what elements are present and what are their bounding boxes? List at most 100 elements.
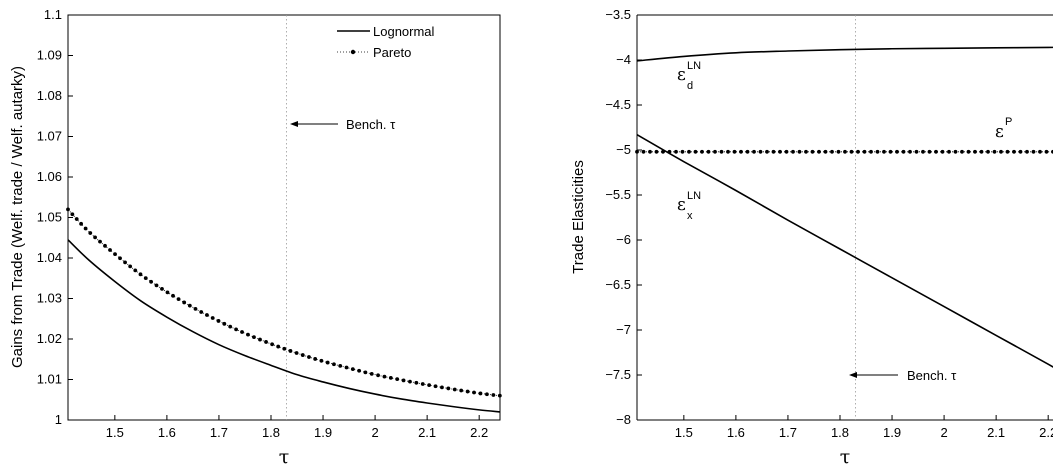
left-series-1-marker	[363, 370, 368, 375]
right-series-1-marker	[654, 149, 659, 154]
left-series-1-marker	[154, 283, 159, 288]
right-series-1-marker	[693, 149, 698, 154]
left-series-1-marker	[108, 248, 112, 252]
right-xtick-label: 2	[940, 425, 947, 440]
right-series-1-marker	[914, 149, 919, 154]
right-series-1-marker	[888, 149, 893, 154]
left-series-1-marker	[332, 362, 336, 367]
right-series-1-marker	[784, 149, 789, 154]
left-series-1-marker	[66, 207, 70, 212]
left-series-1-marker	[319, 358, 324, 363]
right-series-1-marker	[966, 149, 971, 154]
right-series-1-marker	[791, 149, 795, 154]
left-bench-label: Bench. τ	[346, 117, 396, 132]
left-series-1-marker	[369, 371, 374, 376]
left-chart: 1.5 1.6 1.7 1.8 1.9 2 2.1 2.2 1 1.01 1.02 1.03 1.04…	[9, 7, 502, 468]
legend-pareto-swatch	[337, 49, 370, 55]
right-series-1-marker	[641, 149, 646, 154]
right-xtick-label: 1.5	[675, 425, 693, 440]
right-ytick-label: −4	[616, 52, 631, 67]
right-bench-arrowhead	[849, 372, 857, 378]
right-ytick-label: −4.5	[605, 97, 631, 112]
left-series-1-marker	[440, 385, 444, 390]
right-y-axis-label: Trade Elasticities	[570, 160, 587, 274]
left-ytick-label: 1.1	[44, 7, 62, 22]
left-series-1-marker	[338, 363, 343, 368]
left-plot-frame	[67, 14, 501, 421]
left-series-1-marker	[420, 382, 425, 386]
right-series-1-marker	[765, 149, 769, 154]
left-series-1-marker	[388, 376, 393, 380]
right-series-1-marker	[999, 149, 1003, 154]
right-series-1-marker	[940, 149, 945, 154]
right-x-axis-label: τ	[840, 446, 851, 468]
left-series-1-marker	[282, 346, 287, 351]
left-series-1-marker	[216, 319, 221, 323]
left-series-1-marker	[193, 306, 198, 311]
right-series-1-marker	[719, 149, 724, 154]
left-series-1-marker	[133, 268, 138, 273]
right-series-1-marker	[1038, 149, 1042, 154]
right-series-2-line	[636, 134, 1053, 368]
left-series-1-marker	[258, 337, 262, 342]
left-series-1-marker	[427, 383, 432, 388]
right-series-1-marker	[823, 149, 828, 154]
left-series-1-line	[67, 209, 501, 397]
left-series-1-marker	[414, 380, 419, 385]
right-series-1-marker	[830, 149, 834, 154]
left-series-1-marker	[485, 392, 489, 397]
left-series-1-marker	[210, 316, 215, 320]
left-bench-arrowhead	[290, 121, 298, 127]
left-series-1-marker	[79, 221, 84, 226]
left-legend: Lognormal Pareto	[337, 24, 435, 60]
left-series-1-marker	[74, 217, 79, 221]
right-xtick-label: 1.9	[883, 425, 901, 440]
left-series-1-marker	[472, 390, 476, 395]
eps-p-sup: P	[1005, 116, 1012, 128]
left-series-1-marker	[128, 264, 133, 269]
right-xtick-label: 2.2	[1039, 425, 1053, 440]
right-series-1-marker	[934, 149, 938, 154]
right-series-1-marker	[817, 149, 821, 154]
right-series-1-marker	[927, 149, 932, 154]
left-series-1-marker	[234, 327, 238, 332]
left-xtick-label: 1.6	[158, 425, 176, 440]
left-series-1-marker	[240, 330, 244, 334]
left-series-1-marker	[83, 226, 88, 231]
right-series-1-marker	[635, 149, 639, 154]
right-series-1-marker	[797, 149, 802, 154]
left-series-1-marker	[357, 368, 362, 373]
right-series-1-marker	[921, 149, 925, 154]
left-series-1-marker	[123, 260, 127, 265]
left-series-1-marker	[171, 293, 175, 298]
right-ytick-label: −7.5	[605, 367, 631, 382]
left-xtick-label: 1.9	[314, 425, 332, 440]
left-series-1-marker	[307, 355, 311, 359]
right-series	[635, 46, 1053, 368]
eps-x-symbol: ε	[677, 195, 686, 215]
left-series-1-marker	[350, 367, 355, 372]
right-series-1-marker	[745, 149, 750, 154]
right-xtick-label: 2.1	[987, 425, 1005, 440]
right-series-1-marker	[895, 149, 899, 154]
right-series-1-marker	[739, 149, 743, 154]
left-series-1-marker	[465, 389, 470, 394]
left-series-1-marker	[433, 384, 438, 389]
left-series-1-marker	[270, 342, 275, 347]
left-series-1-marker	[103, 243, 107, 248]
eps-d-symbol: ε	[677, 65, 686, 85]
right-chart: 1.51.61.71.81.922.12.2 −3.5−4−4.5−5−5.5−…	[570, 7, 1053, 468]
right-series-1-marker	[1025, 149, 1029, 154]
left-series-1-marker	[113, 252, 117, 257]
left-xtick-label: 2.1	[418, 425, 436, 440]
right-ytick-label: −8	[616, 412, 631, 427]
left-ytick-label: 1.05	[37, 210, 62, 225]
legend-pareto-label: Pareto	[373, 45, 411, 60]
right-series-1-marker	[680, 149, 685, 154]
left-series-1-marker	[276, 344, 281, 349]
eps-p-symbol: ε	[995, 122, 1004, 142]
left-series-1-marker	[300, 353, 305, 357]
left-series-1-marker	[70, 212, 75, 217]
left-series-1-marker	[98, 239, 102, 244]
left-series-1-marker	[264, 340, 268, 344]
